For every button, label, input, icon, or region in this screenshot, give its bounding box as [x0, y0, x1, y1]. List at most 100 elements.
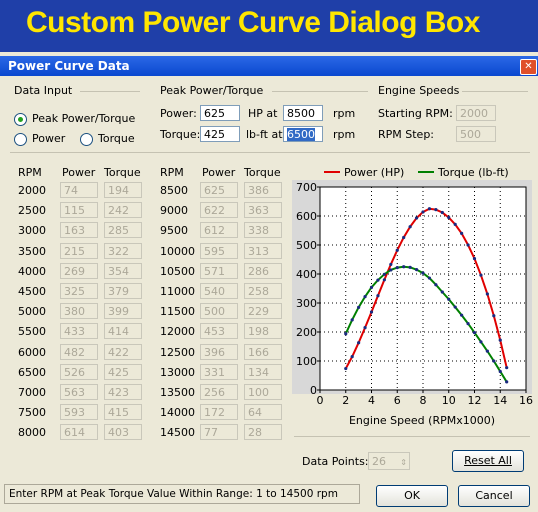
field-label: Data Points: — [302, 455, 369, 468]
rpm-cell: 5000 — [18, 305, 46, 319]
rpm-cell: 10000 — [160, 244, 195, 258]
data-point — [472, 257, 477, 261]
data-point — [466, 243, 470, 247]
x-tick-label: 2 — [342, 394, 349, 407]
power-cell: 396 — [200, 343, 238, 360]
data-point — [350, 355, 354, 359]
data-point — [382, 278, 386, 282]
separator — [10, 152, 530, 153]
data-point — [479, 273, 483, 277]
x-tick-label: 12 — [468, 394, 482, 407]
y-tick-label: 400 — [296, 268, 317, 281]
torque-cell: 403 — [104, 424, 142, 441]
status-bar: Enter RPM at Peak Torque Value Within Ra… — [4, 484, 360, 504]
torque-cell: 198 — [244, 323, 282, 340]
torque-cell: 354 — [104, 262, 142, 279]
data-point — [485, 292, 489, 296]
torque-cell: 399 — [104, 303, 142, 320]
series-line — [344, 265, 508, 383]
y-tick-label: 200 — [296, 326, 317, 339]
data-point — [363, 326, 367, 330]
rpm-cell: 6500 — [18, 365, 46, 379]
power-cell: 74 — [60, 182, 98, 198]
cancel-button[interactable]: Cancel — [458, 485, 530, 507]
radio-label: Peak Power/Torque — [32, 112, 136, 125]
separator — [272, 91, 368, 92]
data-point — [414, 216, 419, 220]
rpm-cell: 14000 — [160, 406, 195, 420]
radio-button[interactable] — [80, 133, 93, 146]
power-cell: 77 — [200, 424, 238, 441]
rpm-cell: 7000 — [18, 386, 46, 399]
close-button[interactable]: ✕ — [520, 59, 537, 75]
power-cell: 500 — [200, 303, 238, 320]
torque-cell: 134 — [244, 363, 282, 380]
group-label: Data Input — [14, 84, 73, 97]
power-cell: 595 — [200, 242, 238, 259]
data-point — [472, 330, 477, 335]
chart: Engine Speed (RPMx1000) 0100200300400500… — [292, 166, 533, 427]
column-header: RPM — [18, 166, 42, 179]
column-header: RPM — [160, 166, 184, 179]
column-header: Power — [62, 166, 96, 179]
data-point — [440, 210, 444, 215]
power-cell: 380 — [60, 303, 98, 320]
reset-button[interactable]: Reset All — [452, 450, 524, 472]
data-points-spin: 26 ⇕ — [368, 452, 410, 470]
rpm-cell: 5500 — [18, 325, 46, 339]
field-label: Power: — [160, 107, 197, 120]
x-tick-label: 4 — [368, 394, 375, 407]
torque-cell: 425 — [104, 363, 142, 380]
rpm-cell: 11000 — [160, 285, 195, 298]
data-point — [492, 314, 496, 318]
torque-cell: 285 — [104, 222, 142, 239]
data-point — [369, 285, 374, 289]
radio-button[interactable] — [14, 133, 27, 146]
field-label: HP at — [248, 107, 278, 120]
data-point — [363, 295, 367, 299]
power-rpm-input[interactable]: 8500 — [283, 105, 323, 121]
power-cell: 172 — [200, 404, 238, 421]
radio-button[interactable] — [14, 113, 27, 126]
ok-button[interactable]: OK — [376, 485, 448, 507]
group-label: Peak Power/Torque — [160, 84, 264, 97]
data-point — [350, 318, 354, 322]
column-header: Power — [202, 166, 236, 179]
data-point — [453, 222, 457, 227]
series-line — [344, 207, 508, 370]
field-label: Starting RPM: — [378, 107, 453, 120]
power-cell: 163 — [60, 222, 98, 239]
torque-input[interactable]: 425 — [200, 126, 240, 142]
y-tick-label: 300 — [296, 297, 317, 310]
selected-text: 6500 — [287, 128, 315, 141]
y-tick-label: 500 — [296, 239, 317, 252]
y-tick-label: 100 — [296, 355, 317, 368]
data-point — [440, 290, 444, 294]
rpm-cell: 8000 — [18, 426, 46, 440]
rpm-cell: 6000 — [18, 345, 46, 359]
torque-cell: 379 — [104, 283, 142, 299]
rpm-cell: 13000 — [160, 365, 195, 379]
banner-bg — [0, 0, 538, 52]
power-cell: 625 — [200, 182, 238, 198]
start-rpm-input: 2000 — [456, 105, 496, 121]
power-cell: 593 — [60, 404, 98, 421]
power-cell: 526 — [60, 363, 98, 380]
group-label: Engine Speeds — [378, 84, 460, 97]
torque-rpm-input[interactable]: 6500 — [283, 126, 323, 142]
power-cell: 563 — [60, 384, 98, 400]
power-cell: 614 — [60, 424, 98, 441]
x-tick-label: 6 — [394, 394, 401, 407]
y-tick-label: 700 — [296, 181, 317, 194]
torque-cell: 166 — [244, 343, 282, 360]
power-cell: 612 — [200, 222, 238, 239]
data-point — [447, 215, 451, 220]
separator — [294, 436, 530, 437]
rpm-cell: 4500 — [18, 285, 46, 298]
data-point — [498, 338, 502, 342]
data-point — [485, 349, 489, 353]
power-input[interactable]: 625 — [200, 105, 240, 121]
data-point — [460, 231, 464, 235]
data-point — [382, 272, 386, 276]
